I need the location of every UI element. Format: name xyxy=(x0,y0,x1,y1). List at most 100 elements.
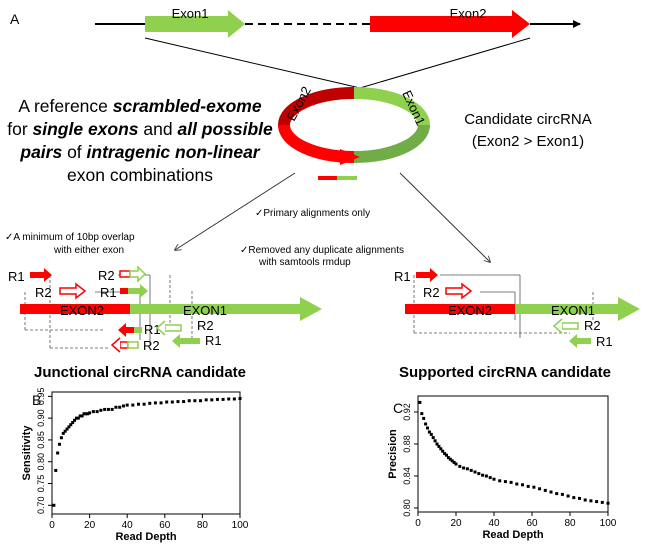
read-label-r2: R2 xyxy=(584,318,601,333)
y-tick-label: 0.88 xyxy=(402,435,412,453)
x-tick-label: 80 xyxy=(564,518,576,529)
data-point xyxy=(469,468,473,472)
data-point xyxy=(103,407,107,411)
desc-line-4: exon combinations xyxy=(67,165,213,185)
data-point xyxy=(439,447,443,451)
y-tick-label: 0.92 xyxy=(402,403,412,421)
data-point xyxy=(521,483,524,487)
data-point xyxy=(59,436,63,440)
x-tick-label: 100 xyxy=(600,518,617,529)
data-point xyxy=(61,431,65,435)
junctional-diagram: EXON2 EXON1 R1 R2 R1 R2 R1 R2 R2 R1 xyxy=(8,265,322,353)
x-tick-label: 80 xyxy=(197,520,209,531)
read-arrow-r1-head xyxy=(569,334,577,348)
data-point xyxy=(176,400,180,404)
read-arrow-r1-split-red xyxy=(120,288,128,294)
data-point xyxy=(589,499,593,503)
desc-line-2: for single exons and all possible xyxy=(7,119,273,139)
data-point xyxy=(454,462,458,466)
candidate-circrna-label: Candidate circRNA (Exon2 > Exon1) xyxy=(464,111,592,150)
data-point xyxy=(52,503,56,507)
data-point xyxy=(462,466,466,470)
data-point xyxy=(153,401,157,405)
data-point xyxy=(71,421,75,424)
branch-arrow-right xyxy=(399,172,490,262)
junctional-title: Junctional circRNA candidate xyxy=(34,364,246,381)
data-point xyxy=(538,487,542,491)
note-dedup-line-1: ✓Removed any duplicate alignments xyxy=(240,245,404,256)
y-tick-label: 0.95 xyxy=(36,388,46,406)
data-point xyxy=(560,492,564,496)
data-point xyxy=(595,500,599,504)
data-point xyxy=(448,457,452,461)
data-point xyxy=(435,442,439,446)
plot-frame xyxy=(417,395,609,513)
data-point xyxy=(549,490,553,494)
ring-arrowhead xyxy=(340,149,360,165)
data-point xyxy=(80,414,84,418)
data-point xyxy=(63,429,67,433)
exon2-bar xyxy=(20,304,130,314)
data-point xyxy=(86,412,90,416)
read-label-r1: R1 xyxy=(144,322,161,337)
x-tick-label: 40 xyxy=(122,520,134,531)
read-label-r1: R1 xyxy=(596,334,613,349)
data-point xyxy=(445,453,448,457)
connector-line-left xyxy=(144,37,361,89)
read-arrow-r1 xyxy=(30,268,52,282)
data-point xyxy=(95,410,99,414)
y-tick-label: 0.90 xyxy=(36,409,46,427)
read-arrow-r2-split-green xyxy=(129,265,147,283)
data-point xyxy=(82,412,86,416)
y-tick-label: 0.80 xyxy=(402,499,412,517)
data-point xyxy=(498,479,502,483)
read-label-r2: R2 xyxy=(98,268,115,283)
exon1-label: Exon1 xyxy=(172,6,209,21)
note-overlap-line-2: with either exon xyxy=(53,245,124,256)
chart-b-sensitivity: 0 20 40 60 80 100 0.70 0.75 0.80 0.85 0.90 0.95 Read… xyxy=(21,388,249,543)
read-arrow-r2-split-red xyxy=(119,270,131,278)
data-point xyxy=(458,464,462,468)
candidate-line-2: (Exon2 > Exon1) xyxy=(472,133,584,150)
data-point xyxy=(58,442,62,446)
candidate-line-1: Candidate circRNA xyxy=(464,111,592,128)
read-label-r2: R2 xyxy=(197,318,214,333)
data-point xyxy=(418,400,422,404)
note-overlap-line-1: ✓A minimum of 10bp overlap xyxy=(5,232,135,243)
read-label-r2: R2 xyxy=(35,285,52,300)
data-point xyxy=(65,427,69,431)
data-point xyxy=(426,426,429,430)
read-label-r2: R2 xyxy=(423,285,440,300)
data-point xyxy=(56,451,60,455)
read-arrow-r2-lower-head xyxy=(110,337,121,353)
data-point xyxy=(532,485,536,489)
data-point xyxy=(450,459,454,463)
x-tick-label: 0 xyxy=(49,520,55,531)
data-point xyxy=(74,416,78,420)
data-point xyxy=(215,397,219,401)
note-dedup-line-2: with samtools rmdup xyxy=(258,257,351,268)
desc-line-3: pairs of intragenic non-linear xyxy=(19,142,260,162)
read-arrow-r1-right-head xyxy=(172,334,180,348)
read-arrow-r2-lower-red xyxy=(119,341,129,349)
y-tick-label: 0.80 xyxy=(36,453,46,471)
data-point xyxy=(193,399,197,403)
note-primary-alignments: ✓Primary alignments only xyxy=(255,208,370,219)
panel-a-label: A xyxy=(10,11,20,27)
read-arrow-r2-right-head xyxy=(155,320,166,336)
supported-title: Supported circRNA candidate xyxy=(399,364,611,381)
data-point xyxy=(477,472,481,476)
data-point xyxy=(543,488,547,492)
branch-arrow-left xyxy=(175,172,296,250)
data-point xyxy=(73,418,77,422)
data-point xyxy=(443,452,447,456)
data-point xyxy=(118,405,122,409)
x-tick-label: 100 xyxy=(232,520,249,531)
data-point xyxy=(422,416,426,420)
exon2-bar xyxy=(405,304,515,314)
data-point xyxy=(232,397,236,401)
read-arrow-r1 xyxy=(416,268,438,282)
exon1-caps-label: EXON1 xyxy=(183,303,227,318)
data-point xyxy=(182,400,186,404)
